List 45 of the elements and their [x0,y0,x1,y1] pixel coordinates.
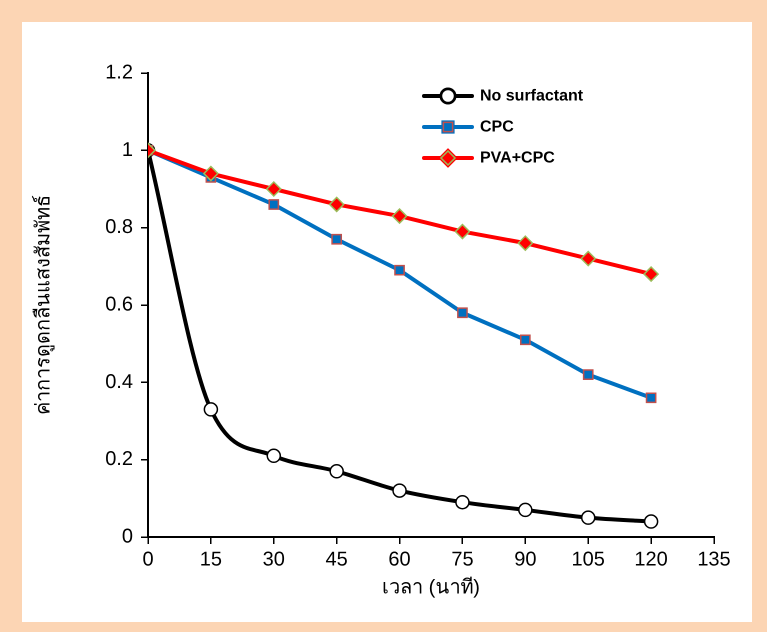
y-tick-label: 1 [122,138,133,161]
point [331,234,342,245]
point [518,235,534,251]
point [204,402,218,417]
legend-label: No surfactant [480,87,584,104]
x-tick-label: 75 [451,548,474,571]
x-tick-label: 15 [200,548,222,571]
y-tick-label: 0 [122,526,133,548]
point [454,224,470,240]
x-tick-label: 0 [142,548,154,571]
point [329,464,344,479]
x-tick-label: 90 [514,548,536,571]
point [582,369,594,380]
point [268,199,280,210]
legend-label: CPC [480,118,514,136]
point [392,483,407,498]
x-tick-label: 120 [634,548,668,571]
point [455,494,470,510]
point [646,392,656,404]
point [643,266,659,282]
x-tick-label: 60 [388,548,411,571]
point [457,307,468,318]
x-axis-title: เวลา (นาที) [382,576,480,599]
x-tick-label: 105 [572,548,605,571]
point [266,181,282,197]
y-tick-label: 0.4 [105,370,133,393]
y-tick-label: 0.6 [105,294,133,316]
point [644,514,658,529]
point [580,510,596,525]
point [518,502,533,518]
y-axis-title: ค่าการดูดกลืนแสงสัมพัทธ์ [32,195,56,415]
point [328,196,344,212]
x-tick-label: 30 [262,548,285,571]
y-tick-label: 0.2 [105,448,133,470]
point [266,448,282,464]
x-tick-label: 45 [326,548,348,571]
legend-label: PVA+CPC [480,149,556,166]
x-tick-label: 135 [697,548,731,571]
point [203,166,219,182]
point [580,250,596,266]
point [394,264,405,276]
point [392,208,408,224]
point [520,334,531,346]
y-tick-label: 0.8 [105,216,133,238]
y-tick-label: 1.2 [105,62,133,84]
